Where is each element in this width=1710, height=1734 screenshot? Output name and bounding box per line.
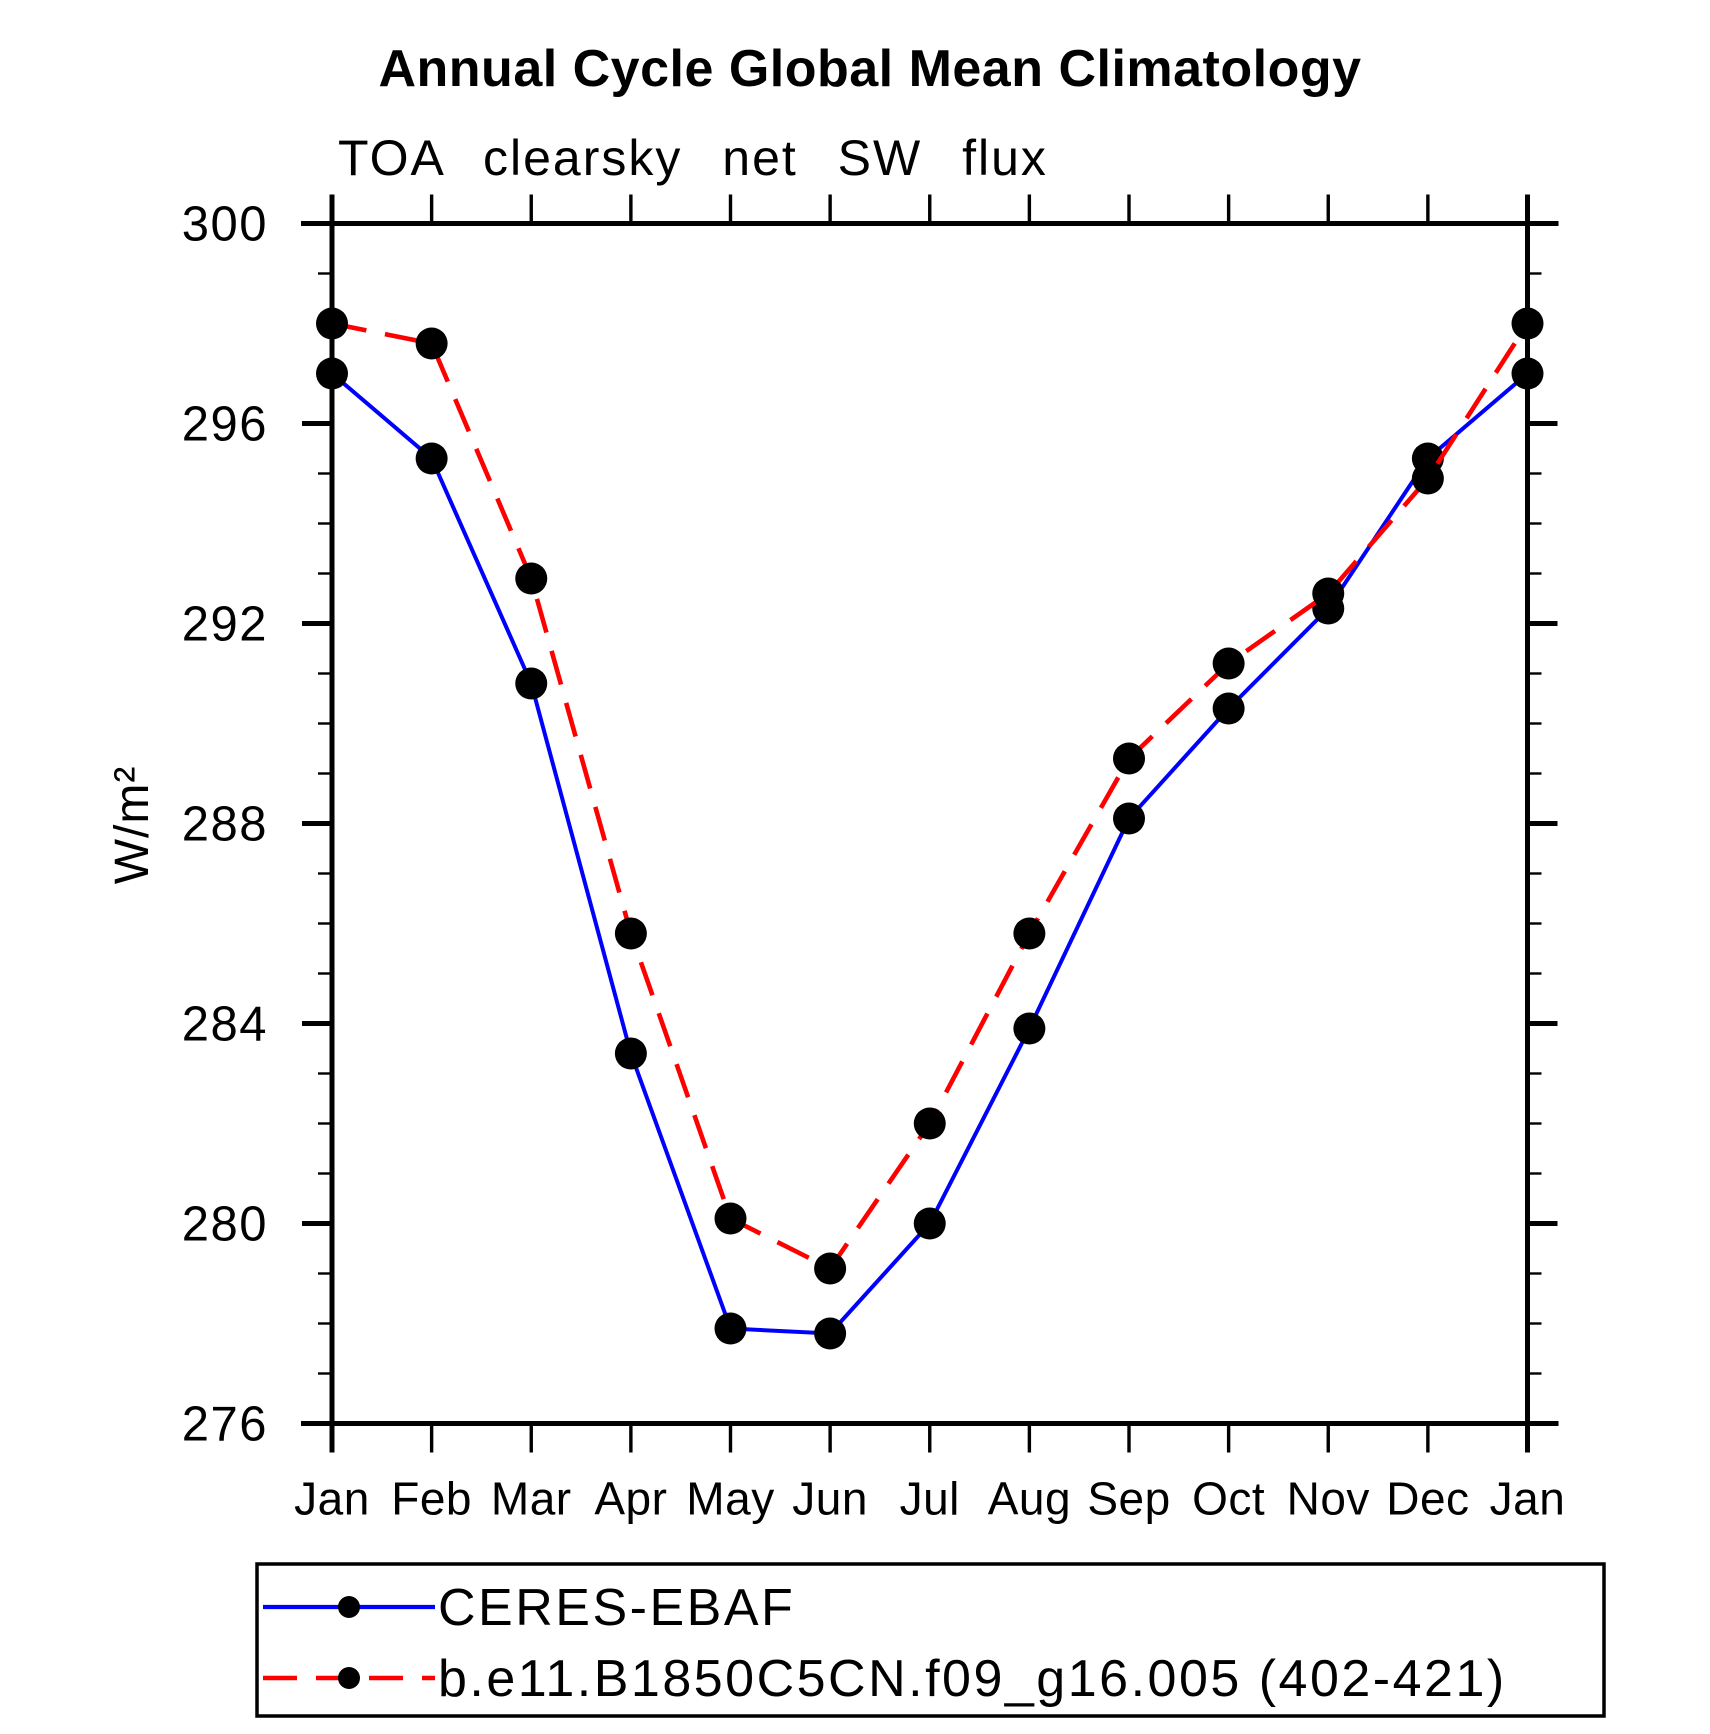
x-tick-label: Jul [900,1473,960,1525]
y-tick-label: 300 [182,198,268,252]
data-marker [614,917,647,950]
data-marker [415,442,448,475]
data-marker [316,357,348,390]
data-series [316,307,1544,1350]
x-tick-label: Nov [1287,1473,1370,1525]
y-axis-label: W/m² [106,766,159,885]
x-tick-label: Sep [1087,1473,1170,1525]
data-marker [714,1312,747,1345]
data-marker [415,327,448,360]
data-marker [1212,692,1245,725]
data-marker [316,307,348,340]
x-tick-label: Dec [1386,1473,1469,1525]
data-marker [1113,802,1145,835]
legend-box [255,1562,1606,1718]
legend-label: CERES-EBAF [438,1579,795,1637]
y-tick-label: 280 [182,1198,268,1252]
data-marker [515,562,548,595]
x-tick-label: Jan [1490,1473,1566,1525]
x-tick-label: Oct [1192,1473,1265,1525]
legend: CERES-EBAF b.e11.B1850C5CN.f09_g16.005 (4… [255,1562,1606,1718]
data-marker [913,1107,946,1140]
data-marker [1013,917,1046,950]
data-marker [1113,742,1145,775]
x-tick-label: Aug [988,1473,1071,1525]
data-marker [1212,647,1245,680]
series-line-0 [330,371,1529,1336]
data-marker [515,667,548,700]
data-marker [814,1252,847,1285]
legend-marker [338,1667,360,1689]
data-marker [614,1037,647,1070]
x-tick-label: Jan [294,1473,370,1525]
data-marker [1013,1012,1046,1045]
legend-label: b.e11.B1850C5CN.f09_g16.005 (402-421) [438,1650,1507,1708]
x-tick-label: May [686,1473,774,1525]
y-tick-label: 288 [182,798,268,852]
x-tick-label: Apr [594,1473,667,1525]
data-marker [913,1207,946,1240]
data-marker [1511,357,1544,390]
y-tick-label: 292 [182,598,268,652]
data-marker [814,1317,847,1350]
axes: Jan Feb Mar Apr May Jun Jul Aug Sep Oct Nov Dec Jan 2… [182,194,1566,1525]
y-tick-label: 284 [182,998,268,1052]
chart-subtitle: TOA clearsky net SW flux [338,130,1048,186]
x-tick-label: Mar [491,1473,572,1525]
chart-title: Annual Cycle Global Mean Climatology [378,40,1361,98]
data-marker [714,1202,747,1235]
data-marker [1511,307,1544,340]
y-tick-label: 276 [182,1398,268,1452]
legend-marker [338,1596,360,1618]
data-marker [1411,462,1444,495]
data-marker [1312,577,1345,610]
x-tick-label: Feb [391,1473,472,1525]
y-tick-label: 296 [182,398,268,452]
x-tick-label: Jun [792,1473,868,1525]
